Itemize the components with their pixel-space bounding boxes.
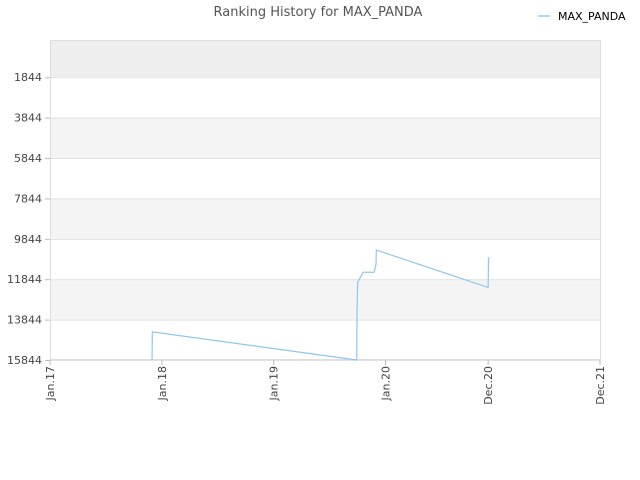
y-tick-label: 11844 xyxy=(7,273,42,286)
plot-band xyxy=(50,238,600,280)
y-tick-label: 3844 xyxy=(14,112,42,125)
chart-title: Ranking History for MAX_PANDA xyxy=(214,5,423,20)
x-axis: Jan.17 Jan.18 Jan.19 Jan.20 Dec.20 Dec.21 xyxy=(44,360,607,405)
x-tick-label: Dec.20 xyxy=(482,366,495,405)
plot-band xyxy=(50,198,600,239)
series-line xyxy=(151,249,490,361)
plot-area-border xyxy=(50,40,601,360)
x-tick-label: Jan.20 xyxy=(380,366,393,401)
y-axis: 1844 3844 5844 7844 9844 11844 13844 15844 xyxy=(7,71,50,367)
y-tick-label: 5844 xyxy=(14,152,42,165)
plot-band xyxy=(50,40,600,78)
plot-bands xyxy=(50,40,600,360)
x-tick-label: Jan.19 xyxy=(268,366,281,401)
plot-band xyxy=(50,77,600,118)
x-tick-label: Dec.21 xyxy=(594,366,607,405)
y-tick-label: 7844 xyxy=(14,192,42,205)
x-tick-label: Jan.18 xyxy=(156,366,169,401)
legend-label: MAX_PANDA xyxy=(558,10,626,23)
plot-band xyxy=(50,319,600,360)
plot-band xyxy=(50,279,600,320)
y-tick-label: 9844 xyxy=(14,233,42,246)
plot-band xyxy=(50,117,600,159)
x-tick-label: Jan.17 xyxy=(44,366,57,401)
y-tick-label: 13844 xyxy=(7,314,42,327)
y-tick-label: 15844 xyxy=(7,354,42,367)
legend: MAX_PANDA xyxy=(538,10,626,23)
series-layer xyxy=(151,249,490,361)
gridlines xyxy=(50,77,600,361)
plot-band xyxy=(50,158,600,199)
y-tick-label: 1844 xyxy=(14,71,42,84)
